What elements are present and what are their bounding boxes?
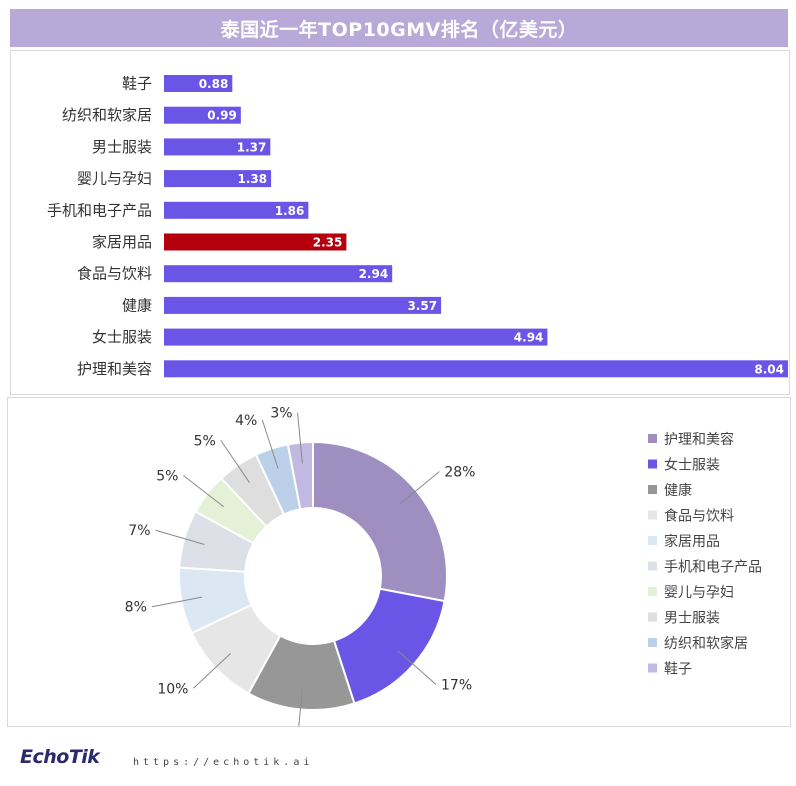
bar <box>164 75 233 92</box>
slice-label: 4% <box>235 413 257 429</box>
category-label: 家居用品 <box>92 233 152 251</box>
slice-label: 7% <box>128 523 150 539</box>
leader-line <box>155 529 205 545</box>
leader-line <box>297 412 303 464</box>
category-label: 鞋子 <box>122 75 152 93</box>
bar-chart-panel: 鞋子 0.88 纺织和软家居 0.99 男士服装 1.37 婴儿与孕妇 1.38 手机和电子产品… <box>10 50 790 395</box>
legend-swatch <box>648 434 657 443</box>
leader-line <box>399 471 440 505</box>
footer-url: https://echotik.ai <box>133 757 314 768</box>
slice-label: 3% <box>270 406 292 422</box>
legend-label: 食品与饮料 <box>664 508 734 525</box>
bar <box>164 265 393 283</box>
legend-label: 健康 <box>664 482 692 499</box>
slice-label: 8% <box>125 600 147 616</box>
data-label: 3.57 <box>407 299 437 313</box>
data-label: 1.38 <box>237 172 267 186</box>
data-label: 2.94 <box>359 267 389 281</box>
category-label: 手机和电子产品 <box>47 201 152 219</box>
legend-swatch <box>648 536 657 545</box>
data-label: 1.86 <box>275 204 305 218</box>
chart-title-bar: 泰国近一年TOP10GMV排名（亿美元） <box>10 9 788 47</box>
legend-label: 纺织和软家居 <box>664 635 748 652</box>
bar <box>164 233 347 251</box>
donut-slice <box>312 440 448 603</box>
bar <box>164 328 548 346</box>
donut-chart-panel: 28%17%13%10%8%7%5%5%4%3%护理和美容女士服装健康食品与饮料… <box>7 397 791 749</box>
leader-line <box>151 596 203 608</box>
slice-label: 10% <box>157 681 188 697</box>
echotik-logo: EchoTik <box>20 746 100 768</box>
donut-slice <box>332 587 446 705</box>
data-label: 8.04 <box>754 362 784 376</box>
bar <box>164 170 272 188</box>
legend-label: 男士服装 <box>664 611 720 627</box>
bar <box>164 296 442 314</box>
category-label: 纺织和软家居 <box>62 106 152 124</box>
bar-chart: 鞋子 0.88 纺织和软家居 0.99 男士服装 1.37 婴儿与孕妇 1.38 手机和电子产品… <box>47 75 788 378</box>
legend-swatch <box>648 485 657 494</box>
category-label: 健康 <box>122 296 152 314</box>
chart-title: 泰国近一年TOP10GMV排名（亿美元） <box>220 18 578 41</box>
leader-line <box>193 652 231 689</box>
category-label: 护理和美容 <box>77 360 152 378</box>
donut-slice <box>286 440 314 511</box>
legend-label: 护理和美容 <box>664 431 734 448</box>
legend-label: 鞋子 <box>664 662 692 678</box>
bar <box>164 201 309 219</box>
donut-chart: 28%17%13%10%8%7%5%5%4%3%护理和美容女士服装健康食品与饮料… <box>125 406 762 749</box>
category-label: 食品与饮料 <box>77 265 152 283</box>
legend-swatch <box>648 638 657 647</box>
legend-label: 手机和电子产品 <box>664 560 762 576</box>
category-label: 女士服装 <box>92 328 152 346</box>
slice-label: 17% <box>441 677 472 693</box>
category-label: 婴儿与孕妇 <box>77 170 152 188</box>
data-label: 2.35 <box>313 236 343 250</box>
data-label: 4.94 <box>514 331 544 345</box>
legend-swatch <box>648 561 657 571</box>
legend-label: 婴儿与孕妇 <box>664 584 734 601</box>
legend-swatch <box>648 510 657 520</box>
slice-label: 28% <box>444 464 475 480</box>
leader-line <box>183 475 225 508</box>
data-label: 1.37 <box>237 140 267 154</box>
legend-swatch <box>648 587 657 596</box>
bar <box>164 360 788 378</box>
bar <box>164 138 271 156</box>
data-label: 0.99 <box>207 109 237 123</box>
slice-label: 5% <box>156 468 178 484</box>
leader-line <box>261 419 279 469</box>
slice-label: 5% <box>194 433 216 449</box>
legend-swatch <box>648 663 657 673</box>
leader-line <box>220 440 250 483</box>
data-label: 0.88 <box>199 77 229 91</box>
legend-swatch <box>648 459 657 469</box>
leader-line <box>397 650 437 685</box>
bar <box>164 106 241 124</box>
legend-label: 家居用品 <box>664 533 720 550</box>
category-label: 男士服装 <box>92 138 152 156</box>
legend-label: 女士服装 <box>664 457 720 474</box>
legend-swatch <box>648 612 657 622</box>
